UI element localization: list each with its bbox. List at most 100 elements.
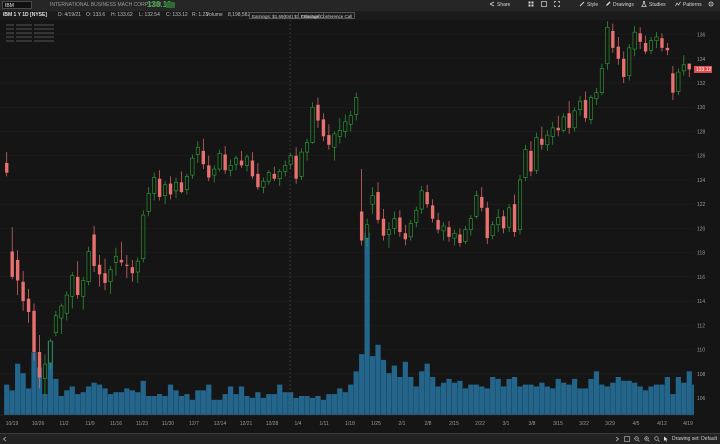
candle-body-down [447, 227, 451, 237]
zoom-in-icon[interactable] [644, 436, 650, 442]
scroll-right-icon[interactable] [614, 436, 620, 442]
candle-body-up [370, 195, 375, 205]
volume-bar [659, 384, 665, 415]
volume-bar [36, 367, 43, 415]
candle-body-up [195, 146, 200, 155]
volume-bar [375, 344, 381, 415]
volume-bar [31, 352, 37, 415]
volume-bar [681, 382, 687, 415]
candle-body-down [15, 259, 20, 281]
volume-bar [642, 390, 649, 415]
volume-bar [348, 384, 354, 415]
candle-body-up [649, 40, 654, 51]
date-tick-label: 1/25 [371, 421, 381, 427]
window-button[interactable] [541, 1, 549, 10]
symbol-input[interactable]: IBM [2, 1, 32, 9]
date-tick-label: 11/2 [59, 421, 69, 427]
studies-button[interactable]: Studies [641, 1, 666, 10]
price-axis: 106 108 110 112 114 116 118 120 122 124 126 128 130 1… [697, 33, 706, 402]
volume-bar [522, 384, 529, 415]
date-tick-label: 11/16 [110, 421, 122, 427]
volume-bar [555, 378, 561, 415]
price-tick-label: 136 [697, 33, 706, 39]
date-tick-label: 12/7 [189, 421, 199, 427]
chart-settings-button[interactable] [708, 1, 716, 10]
volume-bar [4, 384, 10, 415]
price-tick-label: 116 [697, 275, 705, 281]
drawing-set-selector[interactable]: Drawing set: Default [672, 436, 718, 442]
last-price-tag-bg [694, 65, 712, 73]
volume-bar [80, 392, 86, 415]
date-tick-label: 10/26 [32, 421, 45, 427]
expand-icon[interactable] [624, 436, 630, 442]
price-candles [5, 21, 691, 396]
volume-bar [86, 386, 92, 415]
volume-bar [588, 378, 594, 415]
volume-bars [4, 232, 698, 415]
drawings-button[interactable]: Drawings [605, 1, 634, 10]
volume-bar [610, 382, 616, 415]
candle-body-down [611, 30, 615, 48]
candle-body-up [234, 157, 239, 165]
volume-bar [227, 386, 234, 415]
patterns-button[interactable]: Patterns [675, 1, 702, 10]
candle-body-down [179, 182, 184, 193]
volume-bar [53, 378, 59, 415]
candle-body-up [468, 218, 473, 230]
candle-body-up [337, 129, 342, 137]
grid-layout-button[interactable] [528, 1, 536, 10]
candle-body-up [632, 31, 637, 50]
date-readout: D: 4/19/21 [58, 12, 82, 18]
ibm-logo [6, 24, 54, 42]
price-tick-label: 132 [697, 81, 706, 87]
price-change-badge [166, 2, 175, 8]
candle-body-down [556, 127, 560, 131]
gear-icon [708, 1, 714, 7]
volume-bar [206, 384, 212, 415]
volume-bar [506, 378, 512, 415]
candle-body-up [676, 71, 681, 92]
volume-bar [238, 386, 245, 415]
last-price-tag: 133.12 [694, 65, 712, 73]
candle-body-down [168, 183, 173, 195]
candle-body-up [414, 209, 419, 223]
date-tick-label: 1/18 [345, 421, 355, 427]
price-tick-label: 106 [697, 396, 706, 402]
price-tick-label: 122 [697, 202, 706, 208]
volume-bar [397, 377, 403, 415]
candle-body-up [228, 165, 233, 171]
share-icon [489, 1, 495, 7]
candle-body-up [496, 217, 501, 226]
candle-body-down [665, 47, 670, 51]
volume-bar [277, 384, 283, 415]
candle-body-up [266, 172, 271, 182]
candle-body-up [190, 157, 195, 176]
volume-bar [424, 363, 430, 415]
zoom-reset-icon[interactable] [654, 436, 660, 442]
drawings-label: Drawings [613, 2, 634, 8]
volume-bar [211, 399, 217, 415]
volume-bar [129, 390, 135, 415]
candle-body-up [572, 110, 577, 129]
candle-body-down [223, 154, 227, 171]
conference-call-badge[interactable]: Earnings Conference Call [298, 12, 356, 19]
price-chart[interactable]: 106 108 110 112 114 116 118 120 122 124 126 128 130 1… [0, 20, 720, 433]
volume-bar [260, 397, 266, 415]
share-button[interactable]: Share [489, 1, 510, 10]
volume-bar [571, 378, 578, 415]
volume-bar [484, 388, 490, 415]
zoom-out-icon[interactable] [634, 436, 640, 442]
volume-bar [495, 378, 501, 415]
maximize-button[interactable] [554, 1, 562, 10]
cursor-icon[interactable] [663, 436, 669, 442]
candle-body-down [425, 192, 429, 205]
scroll-left-icon[interactable] [2, 436, 8, 442]
style-button[interactable]: Style [579, 1, 598, 10]
maximize-icon [554, 1, 560, 7]
candle-body-up [518, 179, 522, 230]
volume-bar [58, 396, 64, 415]
candle-body-up [86, 251, 91, 283]
volume-bar [189, 399, 196, 415]
earnings-badge[interactable]: Earnings: $1.69(Est) $1.77(actual) [249, 12, 324, 19]
candle-body-up [146, 192, 151, 212]
